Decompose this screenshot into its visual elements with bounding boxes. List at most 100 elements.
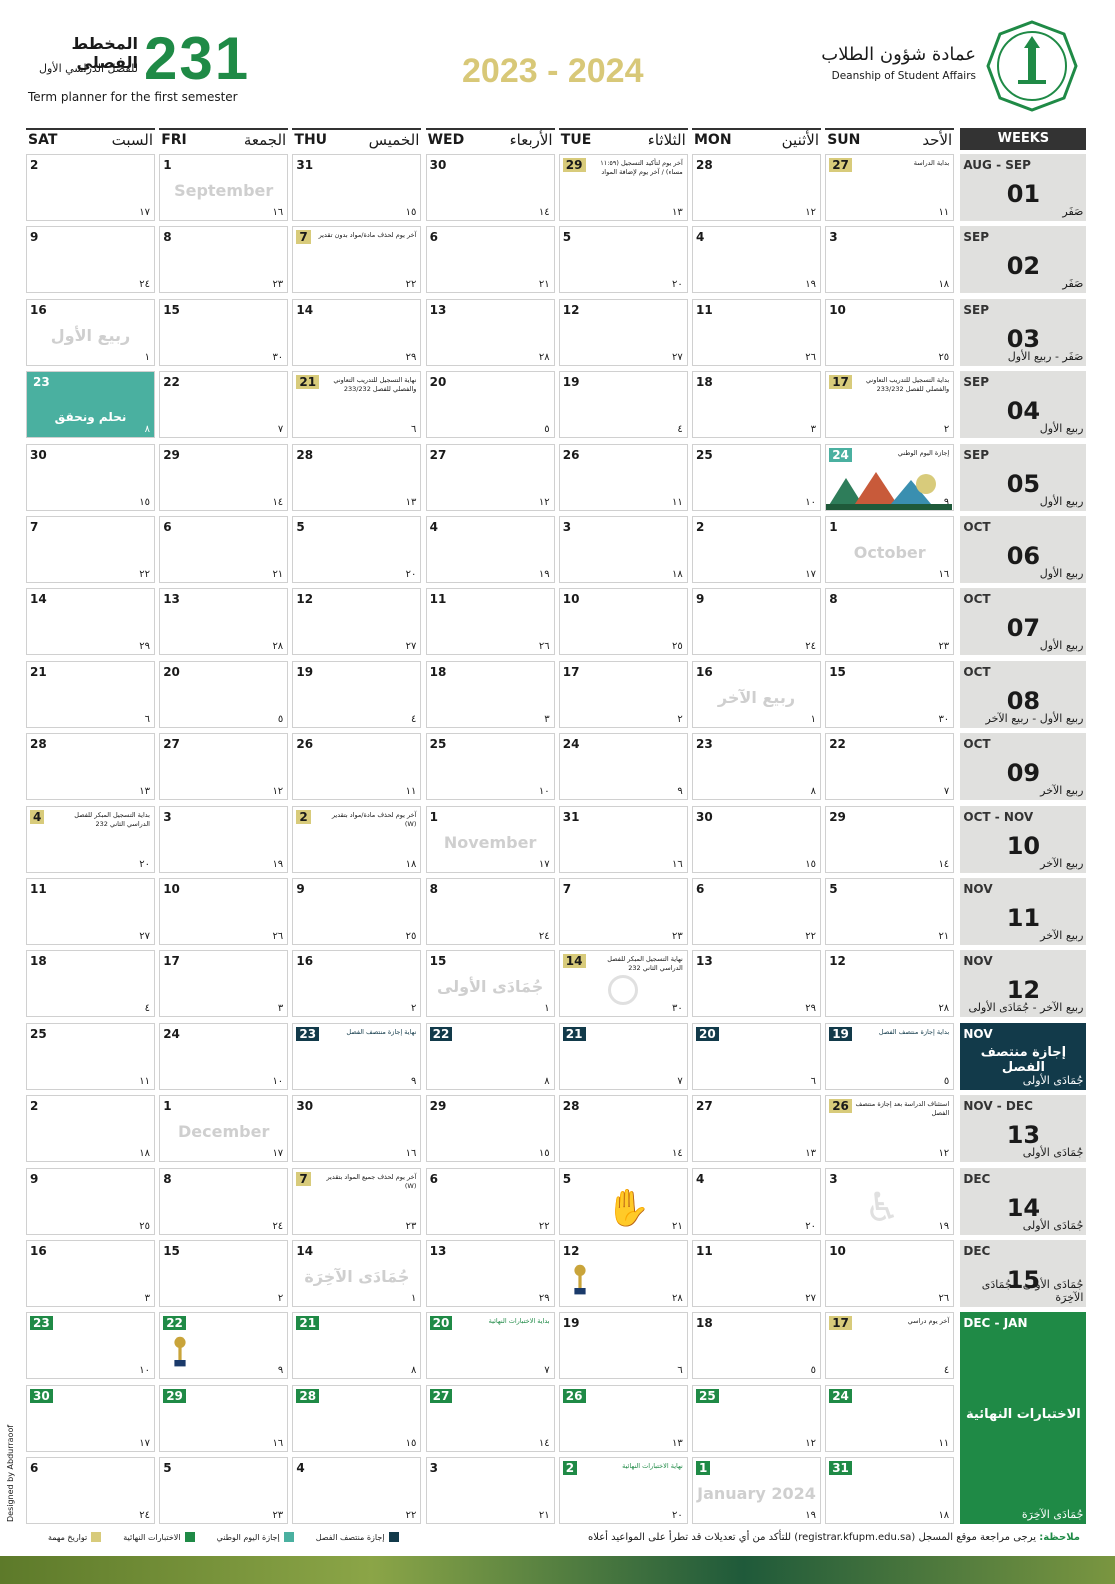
calendar-day-cell[interactable]: 10 ٢٦ bbox=[159, 878, 289, 945]
calendar-day-cell[interactable]: 19 ٤ bbox=[292, 660, 422, 728]
calendar-day-cell[interactable]: 2 ١٨ آخر يوم لحذف مادة/مواد بتقدير (W) bbox=[292, 805, 422, 873]
calendar-day-cell[interactable]: 27 ١٤ bbox=[425, 1384, 555, 1452]
calendar-day-cell[interactable]: 2 ١٨ bbox=[26, 1095, 155, 1163]
calendar-day-cell[interactable]: 1 ١٦ September bbox=[159, 154, 289, 221]
calendar-day-cell[interactable]: 14 ٢٩ bbox=[26, 588, 155, 656]
calendar-day-cell[interactable]: 20 ٥ bbox=[425, 371, 555, 439]
calendar-day-cell[interactable]: 5 ٢٠ bbox=[292, 516, 422, 583]
calendar-day-cell[interactable]: 3 ٢١ bbox=[425, 1457, 555, 1525]
calendar-day-cell[interactable]: 7 ٢٢ آخر يوم لحذف مادة/مواد بدون تقدير bbox=[292, 226, 422, 294]
calendar-day-cell[interactable]: 19 ٦ bbox=[558, 1312, 688, 1380]
calendar-day-cell[interactable]: 2 ١٧ bbox=[692, 516, 821, 583]
calendar-day-cell[interactable]: 15 ٣٠ bbox=[825, 660, 955, 728]
calendar-day-cell[interactable]: 28 ١٢ bbox=[692, 154, 821, 221]
calendar-day-cell[interactable]: 27 ١٢ bbox=[425, 443, 555, 511]
calendar-day-cell[interactable]: 3 ١٨ bbox=[825, 226, 955, 294]
calendar-day-cell[interactable]: 14 ١ جُمَادَى الآخِرَة bbox=[292, 1240, 422, 1307]
calendar-day-cell[interactable]: 21 ٨ bbox=[292, 1312, 422, 1380]
calendar-day-cell[interactable]: 23 ١٠ bbox=[26, 1312, 155, 1380]
calendar-day-cell[interactable]: 19 ٤ bbox=[558, 371, 688, 439]
calendar-day-cell[interactable]: 26 ١١ bbox=[558, 443, 688, 511]
calendar-day-cell[interactable]: 18 ٤ bbox=[26, 950, 155, 1018]
calendar-day-cell[interactable]: 16 ٣ bbox=[26, 1240, 155, 1307]
calendar-day-cell[interactable]: 7 ٢٣ bbox=[558, 878, 688, 945]
calendar-day-cell[interactable]: 8 ٢٣ bbox=[825, 588, 955, 656]
calendar-day-cell[interactable]: 11 ٢٧ bbox=[26, 878, 155, 945]
calendar-day-cell[interactable]: 2 ٢٠ نهاية الاختبارات النهائية bbox=[558, 1457, 688, 1525]
calendar-day-cell[interactable]: 3 ١٩ bbox=[159, 805, 289, 873]
calendar-day-cell[interactable]: 13 ٢٩ bbox=[692, 950, 821, 1018]
calendar-day-cell[interactable]: 30 ١٥ bbox=[26, 443, 155, 511]
calendar-day-cell[interactable]: 20 ٥ bbox=[159, 660, 289, 728]
calendar-day-cell[interactable]: 1 ١٦ October bbox=[825, 516, 955, 583]
calendar-day-cell[interactable]: 16 ٢ bbox=[292, 950, 422, 1018]
calendar-day-cell[interactable]: 18 ٣ bbox=[692, 371, 821, 439]
calendar-day-cell[interactable]: 12 ٢٨ bbox=[825, 950, 955, 1018]
calendar-day-cell[interactable]: 19 ٥ بداية إجازة منتصف الفصل bbox=[825, 1022, 955, 1090]
calendar-day-cell[interactable]: 10 ٢٥ bbox=[558, 588, 688, 656]
calendar-day-cell[interactable]: 30 ١٧ bbox=[26, 1384, 155, 1452]
calendar-day-cell[interactable]: 23 ٨ bbox=[692, 733, 821, 801]
calendar-day-cell[interactable]: 16 ١ ربيع الآخر bbox=[692, 660, 821, 728]
calendar-day-cell[interactable]: 30 ١٤ bbox=[425, 154, 555, 221]
calendar-day-cell[interactable]: 17 ٢ bbox=[558, 660, 688, 728]
calendar-day-cell[interactable]: 9 ٢٥ bbox=[26, 1167, 155, 1235]
calendar-day-cell[interactable]: 18 ٣ bbox=[425, 660, 555, 728]
calendar-day-cell[interactable]: 23 ٨ نحلم ونحقق bbox=[26, 371, 155, 439]
calendar-day-cell[interactable]: 4 ٢٠ bbox=[692, 1167, 821, 1235]
calendar-day-cell[interactable]: 22 ٩ bbox=[159, 1312, 289, 1380]
calendar-day-cell[interactable]: 12 ٢٧ bbox=[558, 298, 688, 366]
calendar-day-cell[interactable]: 13 ٢٨ bbox=[159, 588, 289, 656]
calendar-day-cell[interactable]: 6 ٢١ bbox=[159, 516, 289, 583]
calendar-day-cell[interactable]: 30 ١٦ bbox=[292, 1095, 422, 1163]
calendar-day-cell[interactable]: 1 ١٧ November bbox=[425, 805, 555, 873]
calendar-day-cell[interactable]: 2 ١٧ bbox=[26, 154, 155, 221]
calendar-day-cell[interactable]: 29 ١٤ bbox=[159, 443, 289, 511]
calendar-day-cell[interactable]: 3 ١٩ ♿ bbox=[825, 1167, 955, 1235]
calendar-day-cell[interactable]: 9 ٢٤ bbox=[26, 226, 155, 294]
calendar-day-cell[interactable]: 4 ٢٠ بداية التسجيل المبكر للفصل الدراسي ال… bbox=[26, 805, 155, 873]
calendar-day-cell[interactable]: 11 ٢٦ bbox=[425, 588, 555, 656]
calendar-day-cell[interactable]: 1 ١٩ January 2024 bbox=[692, 1457, 821, 1525]
calendar-day-cell[interactable]: 29 ١٤ bbox=[825, 805, 955, 873]
calendar-day-cell[interactable]: 26 ١٣ bbox=[558, 1384, 688, 1452]
calendar-day-cell[interactable]: 27 ١٣ bbox=[692, 1095, 821, 1163]
calendar-day-cell[interactable]: 22 ٨ bbox=[425, 1022, 555, 1090]
calendar-day-cell[interactable]: 4 ١٩ bbox=[425, 516, 555, 583]
calendar-day-cell[interactable]: 28 ١٣ bbox=[26, 733, 155, 801]
calendar-day-cell[interactable]: 28 ١٥ bbox=[292, 1384, 422, 1452]
calendar-day-cell[interactable]: 5 ٢٣ bbox=[159, 1457, 289, 1525]
calendar-day-cell[interactable]: 6 ٢٢ bbox=[692, 878, 821, 945]
calendar-day-cell[interactable]: 29 ١٣ آخر يوم لتأكيد التسجيل (١١:٥٩ مساء) … bbox=[558, 154, 688, 221]
calendar-day-cell[interactable]: 15 ٢ bbox=[159, 1240, 289, 1307]
calendar-day-cell[interactable]: 11 ٢٦ bbox=[692, 298, 821, 366]
calendar-day-cell[interactable]: 12 ٢٧ bbox=[292, 588, 422, 656]
calendar-day-cell[interactable]: 21 ٦ bbox=[26, 660, 155, 728]
calendar-day-cell[interactable]: 15 ١ جُمَادَى الأولى bbox=[425, 950, 555, 1018]
calendar-day-cell[interactable]: 13 ٢٨ bbox=[425, 298, 555, 366]
calendar-day-cell[interactable]: 7 ٢٢ bbox=[26, 516, 155, 583]
calendar-day-cell[interactable]: 20 ٦ bbox=[692, 1022, 821, 1090]
calendar-day-cell[interactable]: 14 ٢٩ bbox=[292, 298, 422, 366]
calendar-day-cell[interactable]: 25 ١٠ bbox=[692, 443, 821, 511]
calendar-day-cell[interactable]: 8 ٢٤ bbox=[159, 1167, 289, 1235]
calendar-day-cell[interactable]: 24 ١٠ bbox=[159, 1022, 289, 1090]
calendar-day-cell[interactable]: 14 ٣٠ نهاية التسجيل المبكر للفصل الدراسي ا… bbox=[558, 950, 688, 1018]
calendar-day-cell[interactable]: 6 ٢٤ bbox=[26, 1457, 155, 1525]
calendar-day-cell[interactable]: 18 ٥ bbox=[692, 1312, 821, 1380]
calendar-day-cell[interactable]: 23 ٩ نهاية إجازة منتصف الفصل bbox=[292, 1022, 422, 1090]
calendar-day-cell[interactable]: 26 ١٢ استئناف الدراسة بعد إجازة منتصف الفص… bbox=[825, 1095, 955, 1163]
calendar-day-cell[interactable]: 9 ٢٤ bbox=[692, 588, 821, 656]
calendar-day-cell[interactable]: 25 ١٢ bbox=[692, 1384, 821, 1452]
calendar-day-cell[interactable]: 26 ١١ bbox=[292, 733, 422, 801]
calendar-day-cell[interactable]: 31 ١٥ bbox=[292, 154, 422, 221]
calendar-day-cell[interactable]: 6 ٢٢ bbox=[425, 1167, 555, 1235]
calendar-day-cell[interactable]: 15 ٣٠ bbox=[159, 298, 289, 366]
calendar-day-cell[interactable]: 5 ٢٠ bbox=[558, 226, 688, 294]
calendar-day-cell[interactable]: 24 ٩ إجازة اليوم الوطني bbox=[825, 443, 955, 511]
calendar-day-cell[interactable]: 31 ١٨ bbox=[825, 1457, 955, 1525]
calendar-day-cell[interactable]: 17 ٣ bbox=[159, 950, 289, 1018]
calendar-day-cell[interactable]: 8 ٢٣ bbox=[159, 226, 289, 294]
calendar-day-cell[interactable]: 22 ٧ bbox=[159, 371, 289, 439]
calendar-day-cell[interactable]: 9 ٢٥ bbox=[292, 878, 422, 945]
